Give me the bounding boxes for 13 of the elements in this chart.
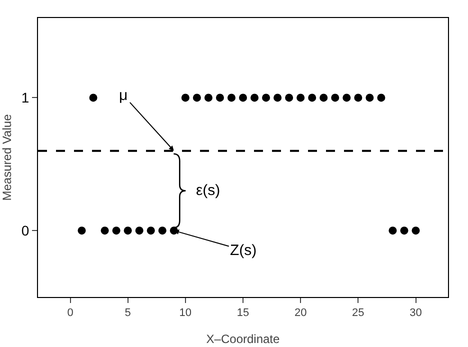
x-tick-label: 0 (67, 307, 74, 320)
x-tick-label: 30 (410, 307, 422, 320)
x-tick-label: 25 (352, 307, 364, 320)
annotation: Z(s) (230, 242, 257, 259)
annotation: ε(s) (196, 182, 220, 199)
y-tick-label: 1 (21, 90, 30, 106)
y-axis-title: Measured Value (0, 114, 14, 201)
x-tick-label: 20 (294, 307, 307, 320)
x-tick-label: 10 (179, 307, 192, 320)
x-tick-label: 15 (236, 307, 250, 320)
annotation: μ (119, 87, 128, 104)
x-axis-title: X–Coordinate (206, 332, 280, 346)
x-tick-label: 5 (124, 307, 131, 320)
